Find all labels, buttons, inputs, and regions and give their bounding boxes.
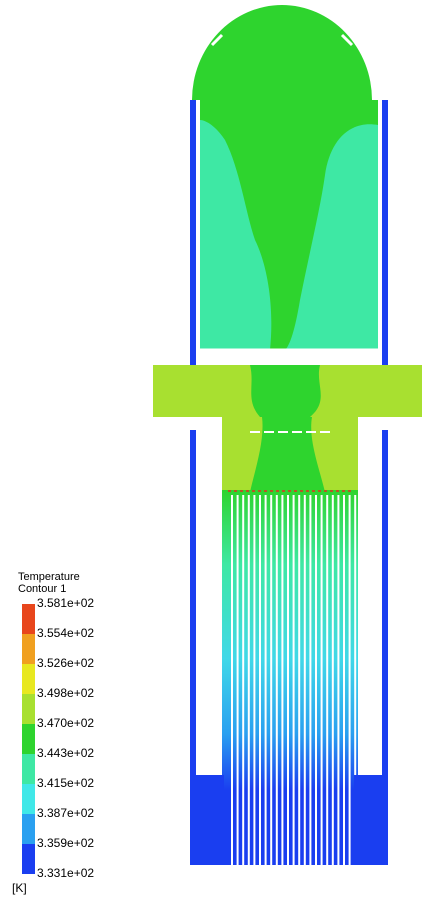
tube-gap	[270, 495, 272, 865]
tube-gap	[276, 495, 278, 865]
tube-gap	[259, 495, 261, 865]
legend-label: 3.526e+02	[37, 656, 94, 670]
legend-swatch	[22, 844, 35, 874]
tube-gap	[265, 495, 267, 865]
legend-unit: [K]	[12, 881, 27, 895]
legend-swatch	[22, 814, 35, 844]
legend-title: Temperature	[18, 571, 80, 583]
tube-gap	[315, 495, 317, 865]
legend-label: 3.498e+02	[37, 686, 94, 700]
tube-gap	[332, 495, 334, 865]
legend-swatch	[22, 664, 35, 694]
dome	[192, 5, 372, 100]
tube-gap	[231, 495, 233, 865]
legend-label: 3.415e+02	[37, 776, 94, 790]
tube-gap	[237, 495, 239, 865]
legend-swatch	[22, 634, 35, 664]
bottom-block	[354, 775, 382, 865]
tube-gap	[309, 495, 311, 865]
tube-gaps	[231, 495, 356, 865]
legend-swatch	[22, 604, 35, 634]
legend-swatch	[22, 724, 35, 754]
bottom-block	[196, 775, 224, 865]
wall	[190, 100, 196, 365]
legend-label: 3.581e+02	[37, 596, 94, 610]
legend-swatch	[22, 694, 35, 724]
legend-swatch	[22, 784, 35, 814]
tube-gap	[326, 495, 328, 865]
tube-gap	[281, 495, 283, 865]
tube-gap	[343, 495, 345, 865]
legend-label: 3.331e+02	[37, 866, 94, 880]
wall	[382, 100, 388, 365]
wall	[382, 430, 388, 865]
plume	[250, 365, 321, 417]
tube-gap	[248, 495, 250, 865]
legend-label: 3.387e+02	[37, 806, 94, 820]
legend-swatch	[22, 754, 35, 784]
screen: Temperature Contour 1 3.581e+02 3.554e+02…	[0, 0, 422, 900]
legend-label: 3.554e+02	[37, 626, 94, 640]
tube-gap	[349, 495, 351, 865]
tube-gap	[253, 495, 255, 865]
legend-subtitle: Contour 1	[18, 583, 66, 595]
tube-gap	[242, 495, 244, 865]
tube-gap	[337, 495, 339, 865]
tube-gap	[293, 495, 295, 865]
legend-labels: 3.581e+02 3.554e+02 3.526e+02 3.498e+02 3.47…	[37, 596, 94, 880]
legend-label: 3.470e+02	[37, 716, 94, 730]
tube-gap	[298, 495, 300, 865]
contour-plot: Temperature Contour 1 3.581e+02 3.554e+02…	[0, 0, 422, 900]
legend-label: 3.359e+02	[37, 836, 94, 850]
wall	[190, 430, 196, 865]
tube-gap	[304, 495, 306, 865]
tube-gap	[321, 495, 323, 865]
legend-label: 3.443e+02	[37, 746, 94, 760]
tube-gap	[287, 495, 289, 865]
